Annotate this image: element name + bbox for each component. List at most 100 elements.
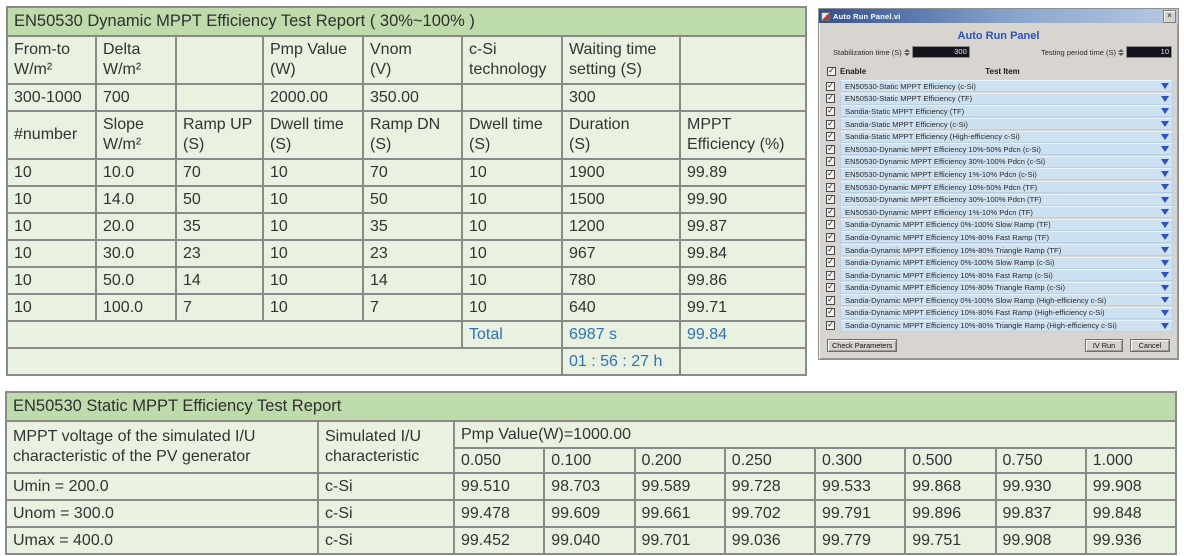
close-icon[interactable]: ×	[1163, 9, 1176, 23]
stabilization-spinner-icon[interactable]	[903, 48, 910, 56]
test-item-dropdown[interactable]: EN50530-Dynamic MPPT Efficiency 30%-100%…	[840, 193, 1173, 206]
test-item-checkbox[interactable]: ✓	[826, 131, 835, 142]
dynamic-report-title: EN50530 Dynamic MPPT Efficiency Test Rep…	[5, 6, 808, 37]
test-item-checkbox[interactable]: ✓	[826, 168, 835, 179]
test-item-dropdown[interactable]: Sandia-Dynamic MPPT Efficiency 10%-80% F…	[840, 269, 1173, 282]
test-item-checkbox[interactable]: ✓	[826, 181, 835, 192]
stabilization-input[interactable]: 300	[911, 46, 970, 58]
test-item-checkbox[interactable]: ✓	[826, 80, 835, 91]
test-item-checkbox[interactable]: ✓	[826, 194, 835, 205]
static-report-title-row: EN50530 Static MPPT Efficiency Test Repo…	[5, 391, 1177, 422]
dynamic-data-cell: 99.87	[678, 212, 808, 241]
test-item-dropdown[interactable]: Sandia-Dynamic MPPT Efficiency 10%-80% T…	[840, 281, 1173, 294]
load-level-cell: 0.250	[723, 447, 817, 474]
testing-period-spinner-icon[interactable]	[1118, 48, 1124, 56]
efficiency-value-cell: 99.533	[813, 472, 907, 501]
test-item-row: ✓ EN50530-Dynamic MPPT Efficiency 10%-50%…	[826, 143, 1173, 156]
test-item-dropdown[interactable]: Sandia-Static MPPT Efficiency (High-effi…	[840, 130, 1173, 143]
total-duration: 6987 s	[561, 320, 681, 349]
test-item-dropdown[interactable]: Sandia-Dynamic MPPT Efficiency 0%-100% S…	[840, 256, 1173, 269]
test-item-dropdown[interactable]: EN50530-Dynamic MPPT Efficiency 30%-100%…	[840, 155, 1173, 168]
test-item-text: Sandia-Dynamic MPPT Efficiency 10%-80% F…	[845, 308, 1105, 318]
chevron-down-icon[interactable]	[1161, 209, 1169, 216]
test-item-checkbox[interactable]: ✓	[826, 219, 835, 230]
test-item-checkbox[interactable]: ✓	[826, 231, 835, 242]
test-item-dropdown[interactable]: EN50530-Dynamic MPPT Efficiency 1%-10% P…	[840, 168, 1173, 181]
technology-cell: c-Si	[317, 526, 455, 555]
dynamic-data-cell: 99.89	[678, 158, 808, 187]
chevron-down-icon[interactable]	[1161, 108, 1169, 115]
test-item-text: Sandia-Dynamic MPPT Efficiency 10%-80% T…	[845, 283, 1066, 293]
test-item-checkbox[interactable]: ✓	[826, 244, 835, 255]
total-efficiency: 99.84	[678, 320, 808, 349]
dynamic-data-cell: 10	[6, 158, 97, 187]
chevron-down-icon[interactable]	[1161, 309, 1169, 316]
test-item-dropdown[interactable]: EN50530-Static MPPT Efficiency (TF)	[840, 92, 1173, 105]
test-item-dropdown[interactable]: Sandia-Dynamic MPPT Efficiency 10%-80% T…	[840, 244, 1173, 257]
chevron-down-icon[interactable]	[1161, 259, 1169, 266]
testing-period-input[interactable]: 10	[1126, 46, 1172, 58]
dynamic-data-cell: 10	[262, 158, 364, 187]
chevron-down-icon[interactable]	[1161, 146, 1169, 153]
chevron-down-icon[interactable]	[1161, 121, 1169, 128]
dynamic-data-row: 10 14.0 50 10 50 10 1500 99.90	[6, 185, 808, 214]
test-item-checkbox[interactable]: ✓	[826, 269, 835, 280]
stabilization-control: Stabilization time (S) 300	[833, 46, 970, 58]
param-value-cell: 300-1000	[6, 83, 97, 112]
dynamic-data-row: 10 50.0 14 10 14 10 780 99.86	[6, 266, 808, 295]
chevron-down-icon[interactable]	[1161, 247, 1169, 254]
test-item-dropdown[interactable]: EN50530-Dynamic MPPT Efficiency 10%-50% …	[840, 143, 1173, 156]
result-header-cell: Ramp UP (S)	[175, 110, 264, 160]
test-item-dropdown[interactable]: Sandia-Dynamic MPPT Efficiency 0%-100% S…	[840, 294, 1173, 307]
chevron-down-icon[interactable]	[1161, 221, 1169, 228]
result-header-cell: Dwell time (S)	[461, 110, 563, 160]
test-item-checkbox[interactable]: ✓	[826, 105, 835, 116]
iv-run-button[interactable]: IV Run	[1085, 339, 1123, 352]
test-item-checkbox[interactable]: ✓	[826, 93, 835, 104]
param-header-cell: c-Si technology	[461, 35, 563, 85]
test-item-checkbox[interactable]: ✓	[826, 307, 835, 318]
chevron-down-icon[interactable]	[1161, 158, 1169, 165]
test-item-dropdown[interactable]: EN50530-Static MPPT Efficiency (c-Si)	[840, 80, 1173, 93]
enable-checkbox[interactable]: ✓	[827, 66, 836, 76]
test-item-dropdown[interactable]: Sandia-Static MPPT Efficiency (TF)	[840, 105, 1173, 118]
chevron-down-icon[interactable]	[1161, 95, 1169, 102]
test-item-checkbox[interactable]: ✓	[826, 143, 835, 154]
chevron-down-icon[interactable]	[1161, 171, 1169, 178]
test-item-dropdown[interactable]: Sandia-Dynamic MPPT Efficiency 10%-80% F…	[840, 306, 1173, 319]
chevron-down-icon[interactable]	[1161, 322, 1169, 329]
technology-cell: c-Si	[317, 499, 455, 528]
param-header-cell: Pmp Value (W)	[262, 35, 364, 85]
test-item-checkbox[interactable]: ✓	[826, 118, 835, 129]
test-item-text: Sandia-Dynamic MPPT Efficiency 0%-100% S…	[845, 295, 1107, 305]
test-item-checkbox[interactable]: ✓	[826, 156, 835, 167]
test-item-checkbox[interactable]: ✓	[826, 206, 835, 217]
chevron-down-icon[interactable]	[1161, 234, 1169, 241]
chevron-down-icon[interactable]	[1161, 184, 1169, 191]
test-item-dropdown[interactable]: EN50530-Dynamic MPPT Efficiency 10%-50% …	[840, 181, 1173, 194]
test-item-checkbox[interactable]: ✓	[826, 294, 835, 305]
chevron-down-icon[interactable]	[1161, 297, 1169, 304]
load-level-cell: 0.300	[813, 447, 907, 474]
chevron-down-icon[interactable]	[1161, 83, 1169, 90]
test-item-checkbox[interactable]: ✓	[826, 320, 835, 331]
test-item-dropdown[interactable]: Sandia-Static MPPT Efficiency (c-Si)	[840, 118, 1173, 131]
cancel-button[interactable]: Cancel	[1130, 339, 1170, 352]
efficiency-value-cell: 99.510	[452, 472, 546, 501]
test-item-dropdown[interactable]: Sandia-Dynamic MPPT Efficiency 10%-80% F…	[840, 231, 1173, 244]
dynamic-data-cell: 1900	[561, 158, 681, 187]
test-item-row: ✓ Sandia-Dynamic MPPT Efficiency 10%-80% …	[826, 269, 1173, 282]
check-parameters-button[interactable]: Check Parameters	[827, 339, 898, 352]
dynamic-data-cell: 10	[461, 293, 563, 322]
test-item-text: Sandia-Dynamic MPPT Efficiency 10%-80% F…	[845, 270, 1053, 280]
test-item-checkbox[interactable]: ✓	[826, 282, 835, 293]
dialog-titlebar[interactable]: Auto Run Panel.vi ×	[819, 9, 1178, 23]
chevron-down-icon[interactable]	[1161, 284, 1169, 291]
test-item-dropdown[interactable]: Sandia-Dynamic MPPT Efficiency 0%-100% S…	[840, 218, 1173, 231]
chevron-down-icon[interactable]	[1161, 272, 1169, 279]
test-item-dropdown[interactable]: EN50530-Dynamic MPPT Efficiency 1%-10% P…	[840, 206, 1173, 219]
test-item-dropdown[interactable]: Sandia-Dynamic MPPT Efficiency 10%-80% T…	[840, 319, 1173, 332]
chevron-down-icon[interactable]	[1161, 196, 1169, 203]
chevron-down-icon[interactable]	[1161, 133, 1169, 140]
test-item-checkbox[interactable]: ✓	[826, 257, 835, 268]
